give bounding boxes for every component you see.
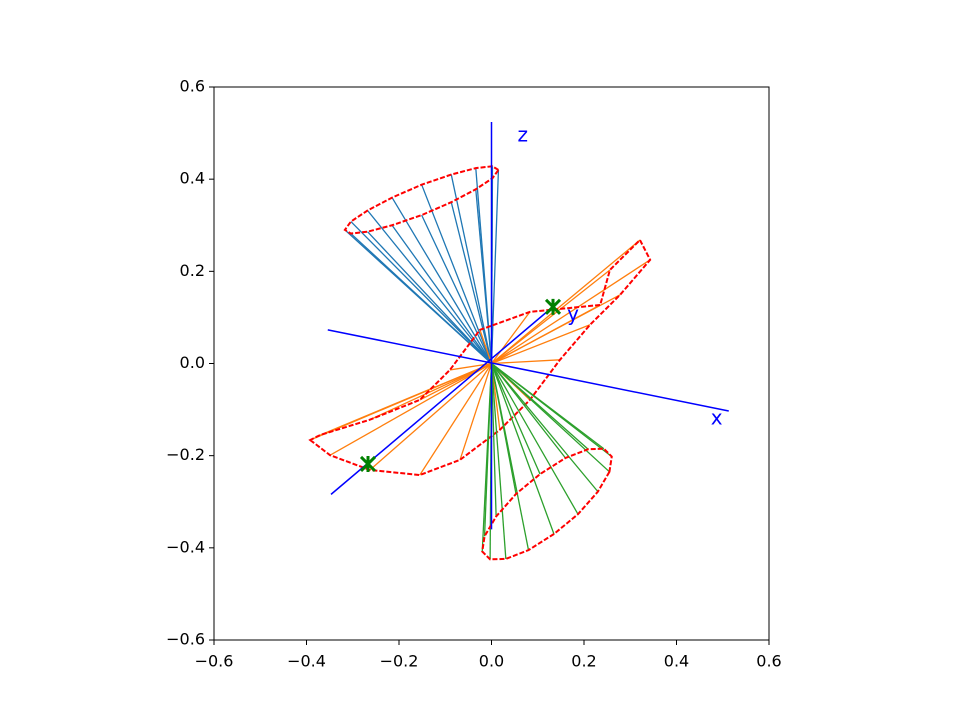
ring [308, 238, 652, 477]
fan-line [491, 259, 651, 365]
fan-line [367, 210, 493, 364]
fan-line [491, 363, 589, 450]
fan-line [490, 363, 517, 495]
axis-line-label: y [567, 302, 579, 326]
fan-line [421, 214, 493, 364]
fan-line [350, 221, 492, 364]
fan-line [490, 363, 497, 517]
fan-line [490, 363, 541, 475]
x-tick-label: −0.6 [195, 652, 234, 671]
fan-line [491, 362, 613, 458]
x-tick-label: 0.4 [664, 652, 689, 671]
fan-line [450, 174, 493, 364]
y-tick-label: −0.4 [166, 537, 205, 556]
fan-line [391, 197, 493, 364]
fan-line [421, 184, 493, 364]
fan-line [350, 233, 492, 364]
fan-line [490, 169, 500, 364]
fan-line [491, 359, 560, 365]
y-tick-label: −0.6 [166, 630, 205, 649]
fan-line [475, 189, 493, 364]
fan-line [450, 202, 493, 364]
fan-line [367, 231, 492, 364]
x-tick-label: −0.2 [380, 652, 419, 671]
fan-line [329, 362, 492, 456]
fan-line [490, 363, 579, 515]
fan-line [490, 363, 507, 559]
fan-line [491, 269, 611, 365]
fan-line [459, 363, 493, 461]
fan-line [490, 363, 555, 535]
axis-line-label: z [518, 123, 529, 147]
marker [359, 455, 377, 473]
fan-line [419, 363, 493, 476]
y-tick-label: 0.6 [180, 77, 205, 96]
y-tick-label: 0.4 [180, 169, 205, 188]
axis-line [327, 329, 729, 412]
fan-line [491, 239, 641, 364]
axis-line-label: x [711, 405, 723, 429]
y-tick-label: 0.0 [180, 353, 205, 372]
fan-line [483, 363, 493, 537]
ring [343, 165, 500, 235]
fan-line [320, 362, 492, 436]
x-tick-label: 0.0 [479, 652, 504, 671]
fan-line [490, 363, 599, 493]
y-tick-label: 0.2 [180, 261, 205, 280]
fan-line [491, 324, 591, 365]
fan-line [369, 363, 492, 471]
fan-line [369, 362, 492, 421]
y-tick-label: −0.2 [166, 445, 205, 464]
ring [481, 447, 613, 561]
fan-line [490, 363, 567, 459]
x-tick-label: −0.4 [287, 652, 326, 671]
fan-line [479, 329, 493, 364]
x-tick-label: 0.2 [571, 652, 596, 671]
x-tick-label: 0.6 [756, 652, 781, 671]
fan-line [490, 311, 531, 364]
marker [544, 298, 562, 315]
fan-line [491, 304, 601, 365]
fan-line [391, 224, 493, 364]
